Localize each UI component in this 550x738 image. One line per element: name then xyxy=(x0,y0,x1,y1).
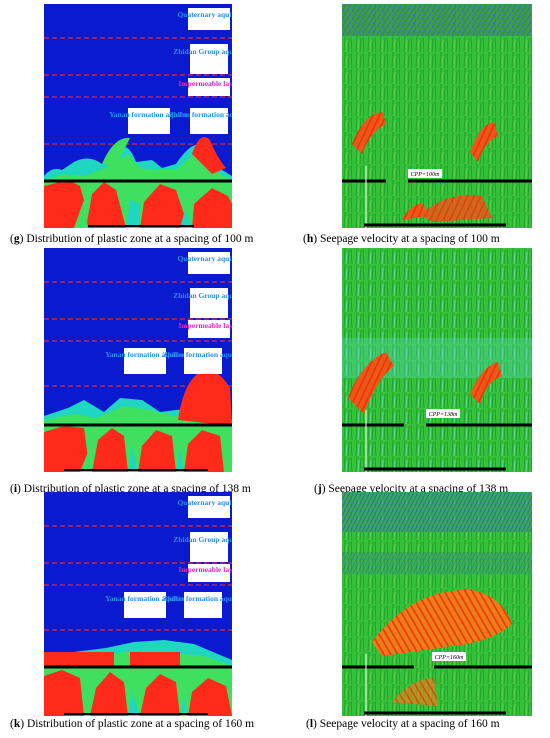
plastic-zone-panel-i: Quaternary aquifer Zhidan Group aquifer … xyxy=(44,248,232,472)
plastic-zone-panel-k: Quaternary aquifer Zhidan Group aquifer … xyxy=(44,492,232,716)
seepage-panel-l: CPP=160m xyxy=(342,492,532,716)
cpp-tag-h: CPP=100m xyxy=(411,172,440,178)
caption-l: (l) Seepage velocity at a spacing of 160… xyxy=(306,718,500,730)
yanan-label-k: Yanan formation aquifer xyxy=(105,594,185,603)
caption-k: (k) Distribution of plastic zone at a sp… xyxy=(10,718,255,730)
quaternary-label-k: Quaternary aquifer xyxy=(177,498,232,507)
zhiluo-label-g: Zhiluo formation aquifer xyxy=(169,110,232,119)
caption-h: (h) Seepage velocity at a spacing of 100… xyxy=(303,233,500,245)
impermeable-label-k: Impermeable layer xyxy=(178,565,232,574)
seepage-panel-j: CPP=138m xyxy=(342,248,532,472)
caption-g: (g) Distribution of plastic zone at a sp… xyxy=(10,233,254,245)
seepage-panel-h: CPP=100m xyxy=(342,4,532,228)
plastic-zone-panel-g: Quaternary aquifer Zhidan Group aquifer … xyxy=(44,4,232,228)
cpp-tag-j: CPP=138m xyxy=(429,412,458,418)
zhiluo-label-i: Zhiluo formation aquifer xyxy=(163,350,232,359)
zhidan-label-i: Zhidan Group aquifer xyxy=(173,291,232,300)
zhidan-label-k: Zhidan Group aquifer xyxy=(173,535,232,544)
yanan-label-i: Yanan formation aquifer xyxy=(105,350,185,359)
zhiluo-label-k: Zhiluo formation aquifer xyxy=(163,594,232,603)
quaternary-label-i: Quaternary aquifer xyxy=(177,254,232,263)
zhidan-label-g: Zhidan Group aquifer xyxy=(173,47,232,56)
quaternary-label-g: Quaternary aquifer xyxy=(177,10,232,19)
impermeable-label-g: Impermeable layer xyxy=(178,79,232,88)
cpp-tag-l: CPP=160m xyxy=(435,655,464,661)
yanan-label-g: Yanan formation aquifer xyxy=(109,110,189,119)
impermeable-label-i: Impermeable layer xyxy=(178,321,232,330)
